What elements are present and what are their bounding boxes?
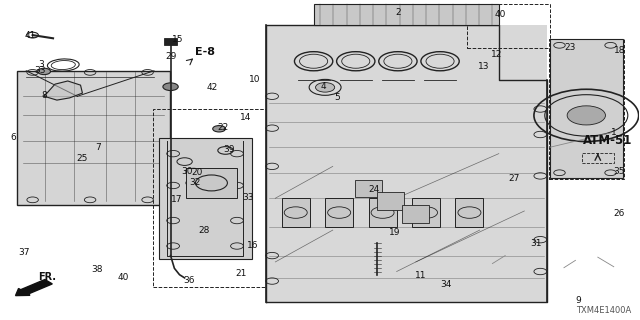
Text: 36: 36 <box>183 276 195 285</box>
Text: 2: 2 <box>395 8 401 17</box>
Text: 6: 6 <box>10 133 16 142</box>
Bar <box>378 193 404 210</box>
FancyBboxPatch shape <box>159 138 252 259</box>
Text: 15: 15 <box>172 35 183 44</box>
Text: E-8: E-8 <box>195 47 215 57</box>
FancyBboxPatch shape <box>314 4 499 25</box>
Polygon shape <box>44 81 83 100</box>
Bar <box>412 198 440 227</box>
Text: 39: 39 <box>223 145 234 154</box>
Text: 9: 9 <box>576 296 582 305</box>
Text: 18: 18 <box>614 45 625 55</box>
Circle shape <box>163 83 178 91</box>
Text: ATM-51: ATM-51 <box>582 134 632 148</box>
Text: 29: 29 <box>166 52 177 61</box>
Text: 35: 35 <box>614 167 625 176</box>
Text: 4: 4 <box>321 82 326 91</box>
Text: TXM4E1400A: TXM4E1400A <box>577 306 632 315</box>
FancyBboxPatch shape <box>266 25 547 302</box>
Text: 21: 21 <box>236 268 247 278</box>
Bar <box>282 198 310 227</box>
Text: 41: 41 <box>25 31 36 40</box>
Text: 10: 10 <box>248 75 260 84</box>
Circle shape <box>38 68 51 75</box>
Bar <box>467 4 550 49</box>
Text: 13: 13 <box>478 61 490 70</box>
Bar <box>325 198 353 227</box>
Text: 7: 7 <box>95 143 101 152</box>
Text: 32: 32 <box>189 179 200 188</box>
Text: 25: 25 <box>76 154 88 163</box>
Bar <box>17 71 170 204</box>
Text: 40: 40 <box>118 273 129 282</box>
Text: 33: 33 <box>34 66 45 75</box>
Circle shape <box>212 125 225 132</box>
Text: 1: 1 <box>611 128 616 137</box>
Bar <box>582 153 614 163</box>
Text: 16: 16 <box>246 241 258 250</box>
FancyArrow shape <box>15 279 52 296</box>
Bar <box>548 39 624 179</box>
FancyBboxPatch shape <box>550 39 623 178</box>
Text: 20: 20 <box>191 168 202 177</box>
Text: 28: 28 <box>198 226 210 235</box>
Bar <box>153 109 266 287</box>
Text: 37: 37 <box>19 248 30 257</box>
Bar <box>402 205 429 223</box>
Bar <box>369 198 397 227</box>
Bar <box>355 180 382 197</box>
Text: 26: 26 <box>614 209 625 218</box>
Circle shape <box>316 83 335 92</box>
Text: 23: 23 <box>564 43 575 52</box>
Text: FR.: FR. <box>38 272 56 282</box>
Text: 30: 30 <box>180 167 192 176</box>
Bar <box>456 198 483 227</box>
Text: 12: 12 <box>491 50 502 59</box>
Text: 11: 11 <box>415 271 426 280</box>
Text: 14: 14 <box>240 114 252 123</box>
Text: 22: 22 <box>218 123 229 132</box>
Circle shape <box>567 106 605 125</box>
Text: 27: 27 <box>508 174 520 183</box>
Text: 24: 24 <box>368 185 379 194</box>
Text: 40: 40 <box>495 10 506 19</box>
Text: 42: 42 <box>206 83 218 92</box>
Text: 33: 33 <box>242 193 253 202</box>
Text: 5: 5 <box>335 93 340 102</box>
Text: 38: 38 <box>92 265 103 275</box>
Text: 3: 3 <box>38 60 44 69</box>
FancyBboxPatch shape <box>17 71 170 204</box>
Bar <box>164 38 177 45</box>
Text: 31: 31 <box>531 239 542 248</box>
Text: 8: 8 <box>41 91 47 100</box>
Text: 17: 17 <box>171 195 182 204</box>
FancyBboxPatch shape <box>186 168 237 198</box>
Text: 19: 19 <box>389 228 401 237</box>
Text: 34: 34 <box>441 280 452 289</box>
